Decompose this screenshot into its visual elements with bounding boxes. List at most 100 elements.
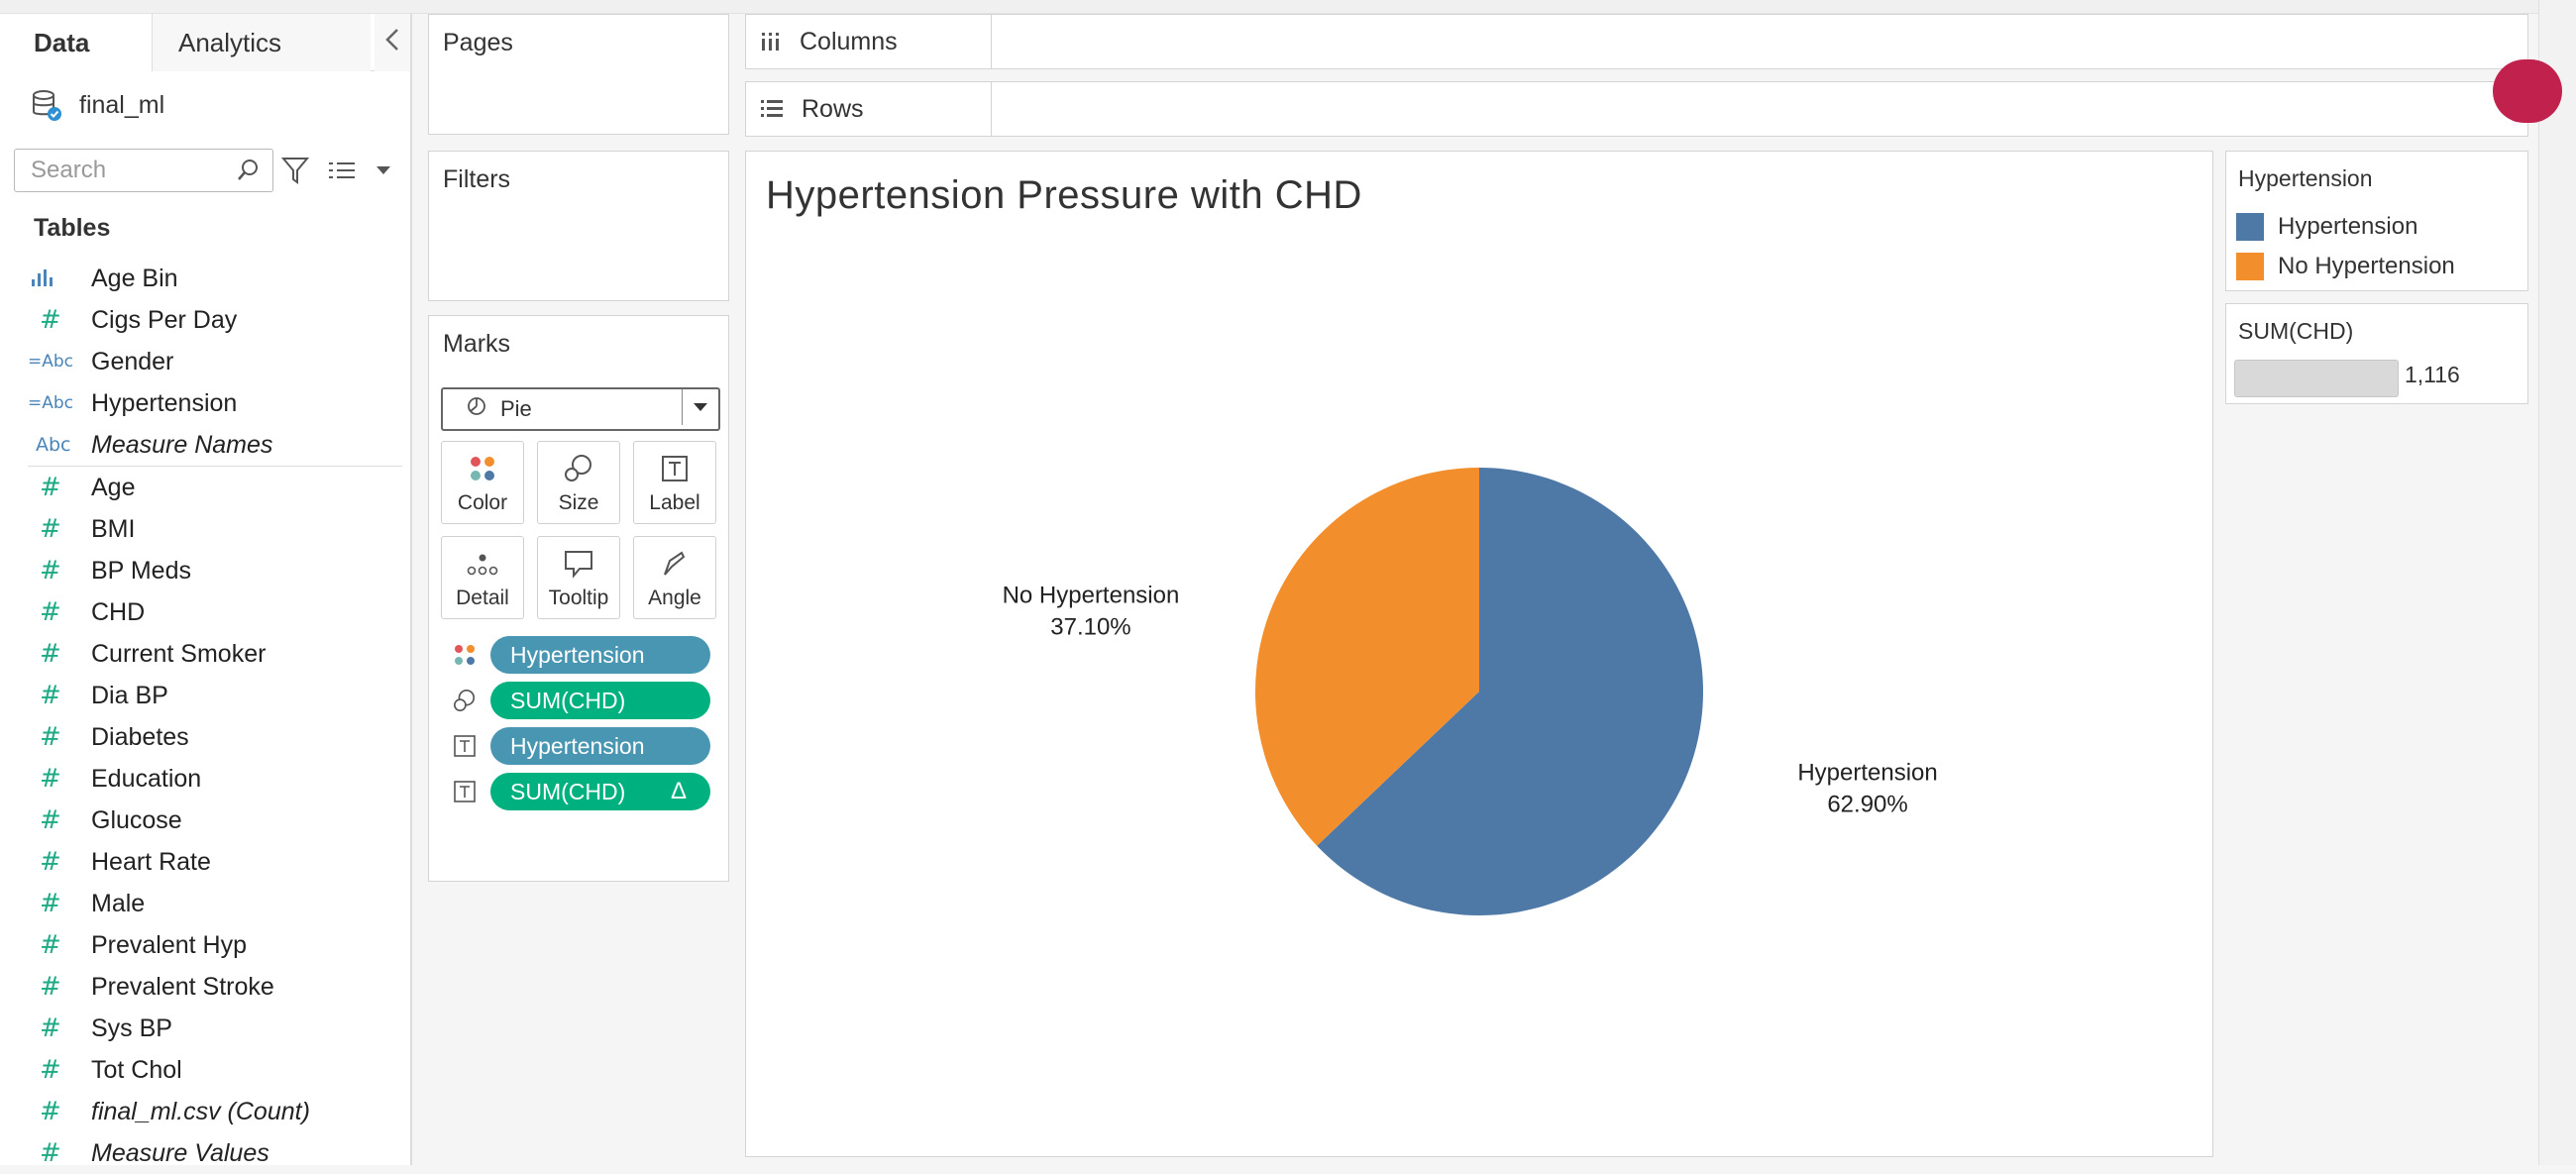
field-item[interactable]: # Age: [28, 467, 404, 508]
field-item[interactable]: # Current Smoker: [28, 633, 404, 675]
field-item[interactable]: # Prevalent Stroke: [28, 966, 404, 1008]
angle-button[interactable]: Angle: [633, 536, 716, 619]
field-item[interactable]: # Cigs Per Day: [28, 299, 404, 341]
field-name: Age Bin: [91, 264, 178, 292]
dimension-string-icon: =Abc: [28, 352, 74, 372]
columns-label: Columns: [746, 15, 992, 68]
data-pane: Data Analytics final_ml: [0, 14, 412, 1168]
detail-icon: [467, 554, 498, 576]
size-icon: [565, 455, 591, 481]
detail-button[interactable]: Detail: [441, 536, 524, 619]
fields-divider: [28, 466, 402, 467]
field-name: Age: [91, 473, 136, 501]
chevron-down-icon[interactable]: [682, 389, 718, 425]
rows-text: Rows: [802, 94, 864, 123]
search-input[interactable]: [15, 150, 231, 191]
size-legend-value: 1,116: [2405, 362, 2460, 387]
tab-analytics[interactable]: Analytics: [153, 14, 371, 71]
measure-icon: #: [40, 764, 61, 794]
field-name: Male: [91, 889, 146, 917]
field-name: Diabetes: [91, 722, 189, 751]
measure-icon: #: [40, 639, 61, 669]
view-options-icon[interactable]: [327, 159, 357, 187]
label-pill[interactable]: SUM(CHD) Δ: [490, 773, 710, 810]
label-button[interactable]: Label: [633, 441, 716, 524]
collapse-pane-button[interactable]: [375, 14, 410, 71]
field-item[interactable]: # Dia BP: [28, 675, 404, 716]
field-item[interactable]: Age Bin: [28, 258, 404, 299]
marks-pill-row: SUM(CHD) Δ: [453, 772, 710, 811]
filters-shelf[interactable]: Filters: [428, 151, 729, 301]
pie-slice-no-hypertension[interactable]: [1255, 468, 1479, 846]
field-item[interactable]: # Tot Chol: [28, 1049, 404, 1091]
field-item[interactable]: # Measure Values: [28, 1132, 404, 1174]
slice-percent-label: 62.90%: [1827, 792, 1907, 818]
field-name: Gender: [91, 347, 174, 375]
label-pill[interactable]: Hypertension: [490, 727, 710, 765]
rows-shelf[interactable]: Rows: [745, 81, 2528, 137]
field-item[interactable]: # final_ml.csv (Count): [28, 1091, 404, 1132]
avatar[interactable]: [2493, 59, 2562, 123]
field-item[interactable]: # Sys BP: [28, 1008, 404, 1049]
pie-slice-hypertension[interactable]: [1317, 468, 1703, 915]
rows-icon: [761, 100, 783, 117]
legend-item-hypertension[interactable]: Hypertension: [2236, 211, 2417, 243]
columns-icon: [762, 33, 779, 51]
color-pill[interactable]: Hypertension: [490, 636, 710, 674]
chevron-left-icon: [383, 26, 401, 59]
measure-icon: #: [40, 972, 61, 1002]
pill-label: SUM(CHD): [510, 778, 626, 804]
field-name: Hypertension: [91, 388, 238, 417]
field-item[interactable]: # CHD: [28, 591, 404, 633]
size-icon: [453, 689, 477, 712]
columns-shelf[interactable]: Columns: [745, 14, 2528, 69]
tooltip-label: Tooltip: [548, 587, 609, 609]
color-label: Color: [457, 491, 508, 514]
field-item[interactable]: # BMI: [28, 508, 404, 550]
field-item[interactable]: # Education: [28, 758, 404, 800]
top-strip: [0, 0, 2576, 14]
field-item[interactable]: =Abc Hypertension: [28, 382, 404, 424]
mark-type-dropdown[interactable]: Pie: [441, 387, 720, 431]
filter-icon[interactable]: [280, 156, 310, 190]
slice-percent-label: 37.10%: [1050, 613, 1130, 640]
pages-title: Pages: [443, 29, 513, 56]
field-item[interactable]: # Prevalent Hyp: [28, 924, 404, 966]
datasource-icon: [30, 88, 63, 122]
field-item[interactable]: # Male: [28, 883, 404, 924]
filters-title: Filters: [443, 165, 511, 193]
field-item[interactable]: # Glucose: [28, 800, 404, 841]
marks-pill-row: Hypertension: [453, 726, 710, 766]
slice-label: Hypertension: [1797, 760, 1937, 787]
size-button[interactable]: Size: [537, 441, 620, 524]
measure-icon: #: [40, 722, 61, 752]
marks-pill-row: Hypertension: [453, 635, 710, 675]
color-button[interactable]: Color: [441, 441, 524, 524]
measure-icon: #: [40, 305, 61, 335]
search-icon[interactable]: [237, 158, 261, 188]
size-legend-title: SUM(CHD): [2238, 318, 2354, 344]
chevron-down-icon[interactable]: [375, 163, 392, 181]
legend-item-no-hypertension[interactable]: No Hypertension: [2236, 251, 2455, 282]
pie-icon: [467, 396, 486, 422]
pill-label: Hypertension: [510, 641, 645, 668]
field-item[interactable]: Abc Measure Names: [28, 424, 404, 466]
field-item[interactable]: # Diabetes: [28, 716, 404, 758]
field-name: BMI: [91, 514, 136, 543]
tab-data[interactable]: Data: [0, 14, 153, 71]
field-name: Current Smoker: [91, 639, 267, 668]
label-icon: [453, 780, 477, 803]
marks-pill-row: SUM(CHD): [453, 681, 710, 720]
field-name: BP Meds: [91, 556, 191, 585]
marks-title: Marks: [443, 330, 511, 358]
pill-label: SUM(CHD): [510, 687, 626, 713]
tooltip-button[interactable]: Tooltip: [537, 536, 620, 619]
datasource-item[interactable]: final_ml: [30, 83, 164, 127]
field-item[interactable]: # BP Meds: [28, 550, 404, 591]
field-item[interactable]: =Abc Gender: [28, 341, 404, 382]
field-item[interactable]: # Heart Rate: [28, 841, 404, 883]
label-label: Label: [649, 491, 700, 514]
pages-shelf[interactable]: Pages: [428, 14, 729, 135]
measure-icon: #: [40, 1014, 61, 1043]
size-pill[interactable]: SUM(CHD): [490, 682, 710, 719]
